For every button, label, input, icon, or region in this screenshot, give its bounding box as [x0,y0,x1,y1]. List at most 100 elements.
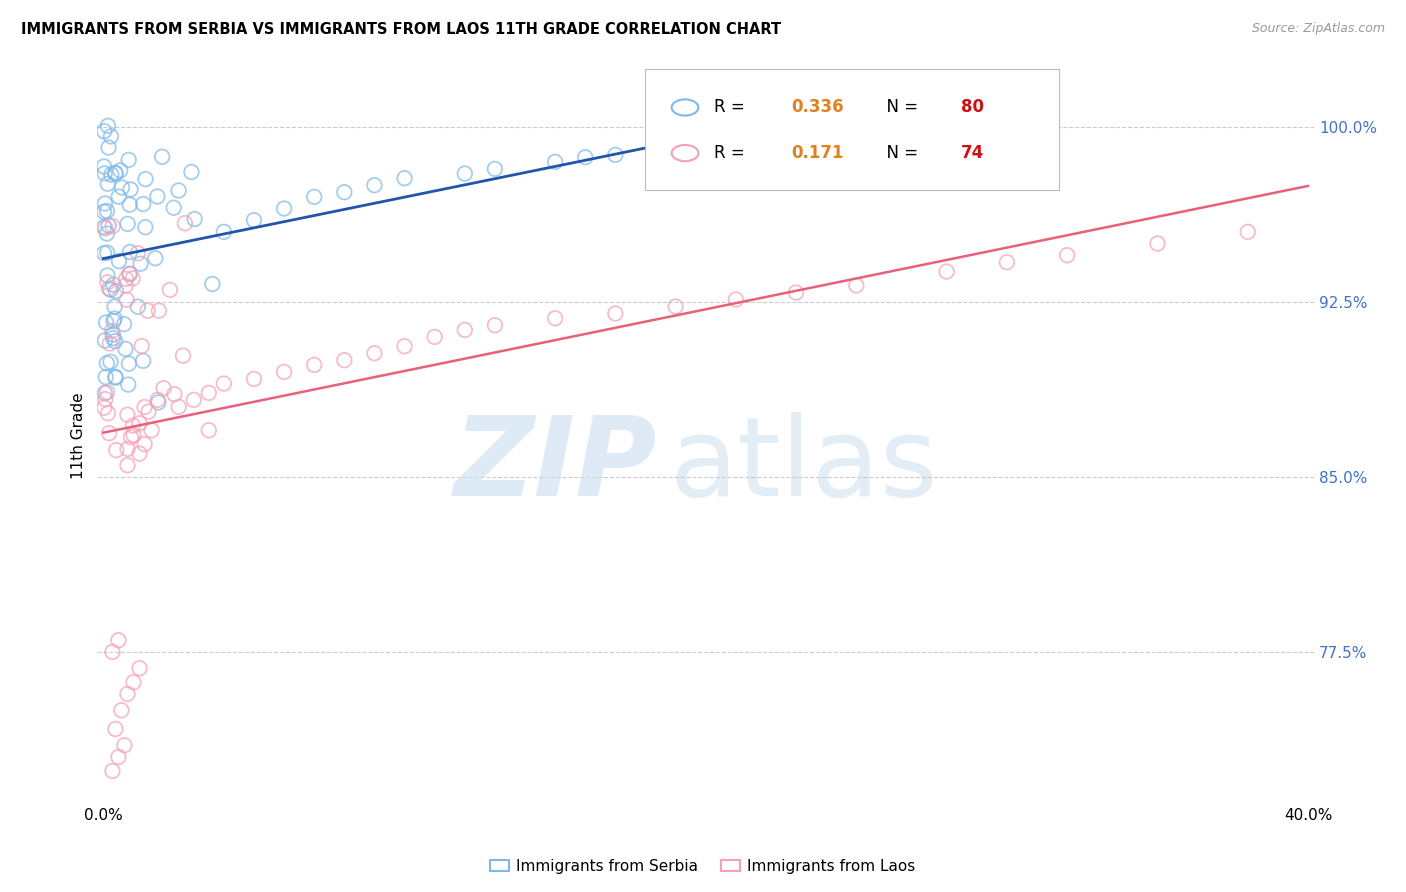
Point [665,300,688,314]
Point [108,254,131,268]
Point [94,316,117,330]
Point [100,129,122,144]
Point [755,131,778,145]
Point [101,327,124,342]
Point [174,216,197,230]
Point [129,257,152,271]
Point [101,324,124,338]
Point [333,185,356,199]
Point [127,300,149,314]
Point [93,160,115,174]
Point [394,171,416,186]
Point [273,365,295,379]
FancyBboxPatch shape [645,69,1059,190]
Point [100,355,122,369]
Point [574,150,596,164]
Point [302,190,325,204]
Point [302,358,325,372]
Point [93,246,115,260]
Point [103,311,125,326]
Point [97,140,120,154]
Point [845,278,868,293]
Text: 80: 80 [962,98,984,117]
Point [141,423,163,437]
Text: Source: ZipAtlas.com: Source: ZipAtlas.com [1251,22,1385,36]
Point [93,124,115,138]
Point [97,177,120,191]
Point [118,267,141,281]
Point [134,437,156,451]
Point [107,633,129,648]
Point [120,182,142,196]
Point [423,330,446,344]
Point [117,217,139,231]
Point [544,311,567,326]
Point [94,392,117,407]
Point [724,293,747,307]
Text: R =: R = [714,98,751,117]
Point [100,283,122,297]
Point [143,251,166,265]
Point [118,267,141,281]
Point [935,264,957,278]
Point [115,272,138,286]
Point [115,293,138,307]
Text: N =: N = [876,144,924,162]
Point [105,443,128,458]
Point [180,165,202,179]
Point [201,277,224,291]
Point [118,197,141,211]
Point [96,227,118,241]
Point [484,318,506,333]
Point [132,353,155,368]
Point [183,392,205,407]
Point [120,430,142,444]
Point [96,275,118,289]
Point [101,645,124,659]
Point [243,372,266,386]
Point [363,346,385,360]
Point [114,278,136,293]
Point [118,245,141,260]
Point [605,148,627,162]
Point [93,204,115,219]
Point [100,168,122,182]
Point [122,418,145,433]
Point [96,356,118,370]
Point [104,369,127,384]
Point [197,385,219,400]
Legend: Immigrants from Serbia, Immigrants from Laos: Immigrants from Serbia, Immigrants from … [484,853,922,880]
Point [167,400,190,414]
Point [97,119,120,133]
Point [122,675,145,690]
Point [112,317,135,331]
Y-axis label: 11th Grade: 11th Grade [72,392,86,479]
Text: 74: 74 [962,144,984,162]
Point [183,212,205,227]
Point [212,376,235,391]
Point [93,166,115,180]
Point [128,446,150,460]
Point [94,196,117,211]
Point [845,124,868,138]
Point [94,370,117,384]
Point [544,154,567,169]
Point [163,387,186,401]
Point [121,271,143,285]
Point [117,377,139,392]
Point [107,750,129,764]
Point [98,281,121,295]
Point [148,395,170,409]
Point [96,204,118,219]
Point [394,339,416,353]
Point [148,303,170,318]
Point [96,268,118,283]
Point [117,153,139,167]
Point [104,722,127,736]
Point [93,220,115,235]
Text: 0.336: 0.336 [792,98,844,117]
Point [97,219,120,233]
Point [103,277,125,292]
Point [995,255,1018,269]
Point [127,246,149,260]
